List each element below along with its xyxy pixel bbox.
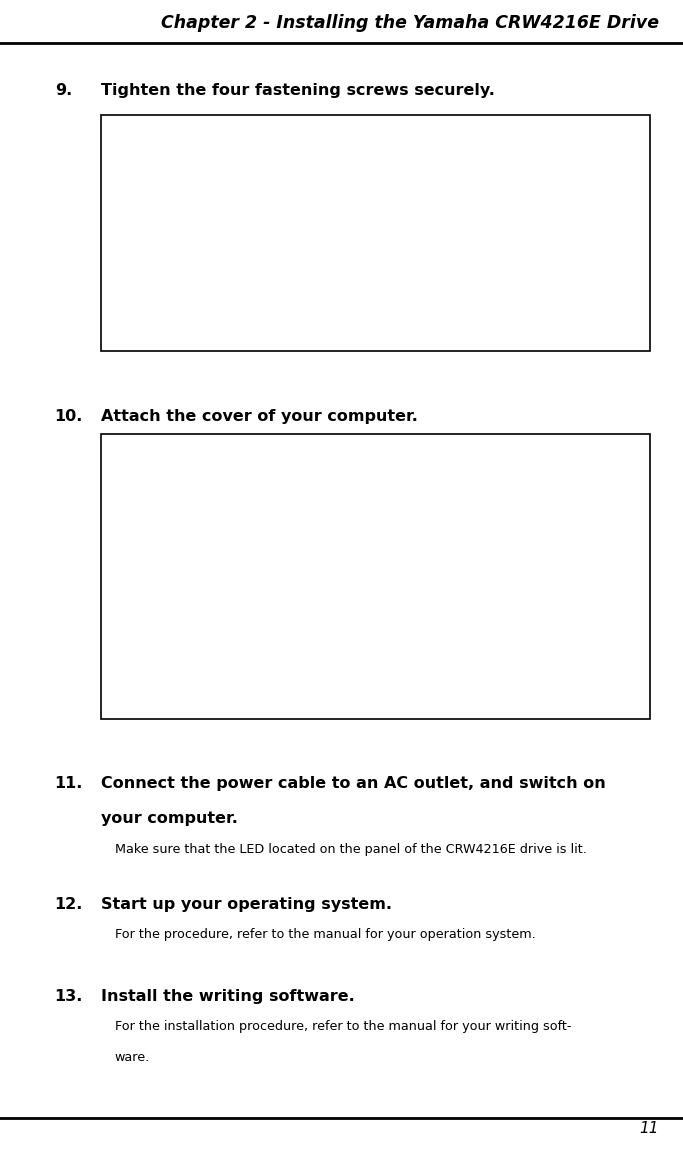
Text: 9.: 9. bbox=[55, 83, 72, 98]
Text: Start up your operating system.: Start up your operating system. bbox=[101, 897, 392, 912]
Text: Tighten the four fastening screws securely.: Tighten the four fastening screws secure… bbox=[101, 83, 495, 98]
Text: Make sure that the LED located on the panel of the CRW4216E drive is lit.: Make sure that the LED located on the pa… bbox=[115, 843, 587, 856]
Text: 11.: 11. bbox=[55, 776, 83, 791]
Bar bbox=[101, 434, 650, 719]
Text: 12.: 12. bbox=[55, 897, 83, 912]
Text: For the procedure, refer to the manual for your operation system.: For the procedure, refer to the manual f… bbox=[115, 928, 535, 941]
Text: For the installation procedure, refer to the manual for your writing soft-: For the installation procedure, refer to… bbox=[115, 1020, 571, 1033]
Text: 13.: 13. bbox=[55, 989, 83, 1004]
Text: Chapter 2 - Installing the Yamaha CRW4216E Drive: Chapter 2 - Installing the Yamaha CRW421… bbox=[161, 14, 659, 32]
Bar bbox=[101, 115, 650, 351]
Text: 11: 11 bbox=[639, 1121, 659, 1136]
Text: Connect the power cable to an AC outlet, and switch on: Connect the power cable to an AC outlet,… bbox=[101, 776, 606, 791]
Text: ware.: ware. bbox=[115, 1051, 150, 1064]
Text: 10.: 10. bbox=[55, 409, 83, 424]
Text: your computer.: your computer. bbox=[101, 811, 238, 826]
Text: Install the writing software.: Install the writing software. bbox=[101, 989, 355, 1004]
Text: Attach the cover of your computer.: Attach the cover of your computer. bbox=[101, 409, 418, 424]
